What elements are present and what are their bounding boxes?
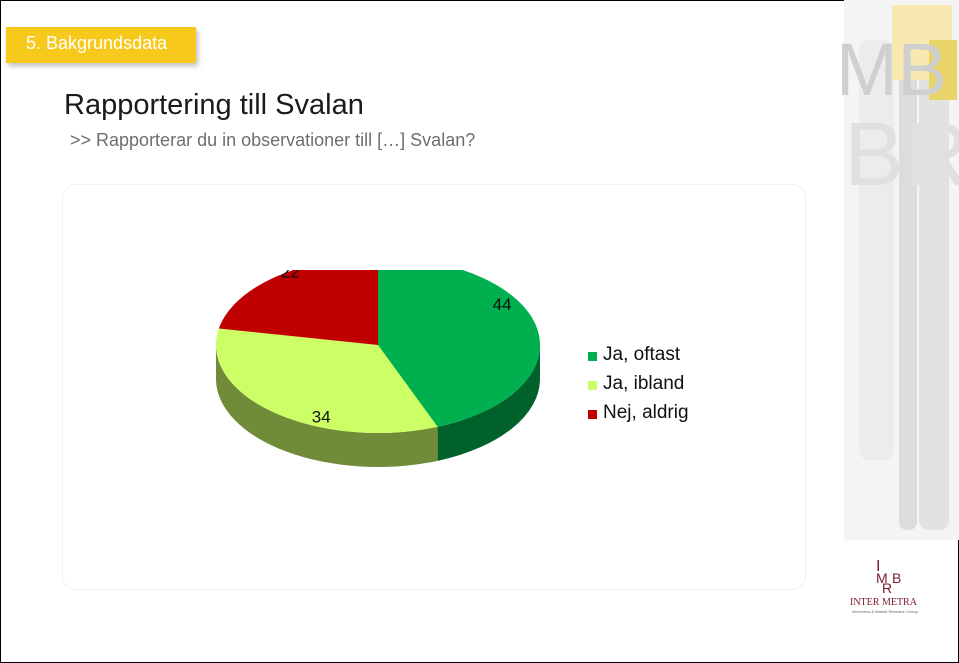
legend-swatch (588, 352, 597, 361)
company-logo: I M B R INTER METRA Intermetra & Market … (846, 553, 930, 619)
logo-text: INTER METRA (850, 597, 917, 608)
section-tag-label: 5. Bakgrundsdata (26, 33, 168, 53)
svg-text:R: R (882, 580, 892, 596)
logo-tagline: Intermetra & Market Research Group (852, 609, 918, 614)
pie-side-ja-ibland (216, 345, 438, 467)
svg-text:B: B (892, 570, 901, 586)
pie-chart: 44 34 22 (216, 270, 540, 467)
pie-slice-ja-ibland (216, 328, 438, 433)
svg-text:BR: BR (844, 105, 959, 205)
data-label-ja-oftast: 44 (493, 295, 512, 314)
legend-swatch (588, 381, 597, 390)
slide-subtitle: >> Rapporterar du in observationer till … (70, 130, 476, 150)
pie-slice-nej-aldrig (218, 270, 378, 345)
legend-label: Nej, aldrig (603, 402, 689, 423)
legend-label: Ja, oftast (603, 344, 681, 365)
svg-text:MB: MB (836, 28, 947, 111)
data-label-nej-aldrig: 22 (281, 270, 300, 281)
section-tag: 5. Bakgrundsdata (6, 27, 196, 63)
legend-label: Ja, ibland (603, 373, 685, 394)
slide-title: Rapportering till Svalan (64, 89, 364, 121)
background-decoration: MB BR (836, 0, 959, 540)
legend-swatch (588, 410, 597, 419)
pie-side-ja-oftast (437, 345, 540, 461)
logo-mark: I M B R (876, 558, 901, 596)
pie-slice-ja-oftast (378, 270, 540, 427)
data-label-ja-ibland: 34 (312, 407, 331, 426)
svg-text:I: I (876, 558, 880, 575)
svg-text:M: M (876, 570, 888, 586)
